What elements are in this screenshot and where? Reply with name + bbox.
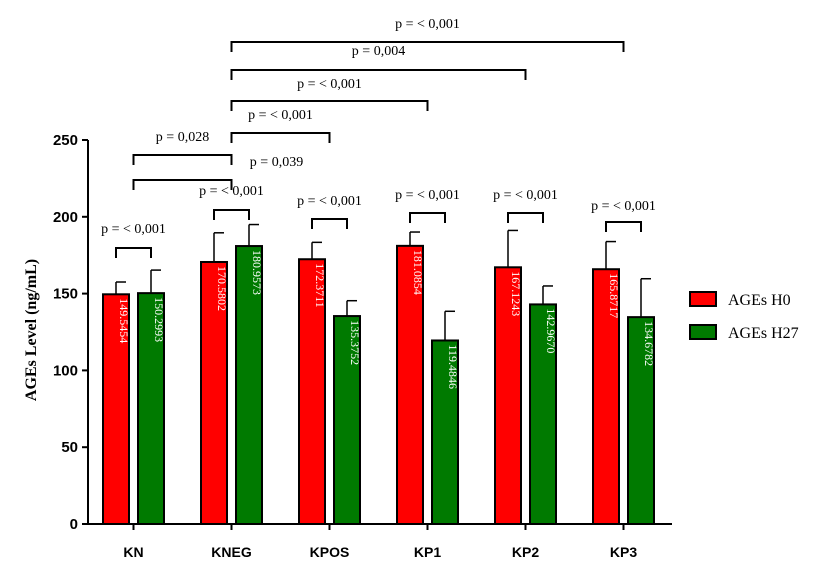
p-value-label: p = 0,004 [352, 44, 405, 59]
bar-group-kp2: 167.1243 142.9670 [494, 229, 558, 525]
bar-group-kp1: 181.0854 119.4846 [396, 231, 460, 526]
bracket-line [507, 212, 544, 223]
bar [235, 245, 263, 525]
legend: AGEs H0 AGEs H27 [689, 291, 799, 342]
bar [396, 244, 424, 526]
bar [333, 315, 361, 525]
bracket-line [230, 132, 331, 143]
x-tick-label: KP1 [414, 544, 441, 560]
bar-group-kn: 149.5454 150.2993 [102, 269, 166, 526]
legend-item: AGEs H0 [689, 291, 791, 309]
bars: 149.5454 150.2993 170.5802 180.9573 172.3711… [102, 223, 656, 526]
bar [200, 260, 228, 525]
y-tick-label: 250 [53, 132, 78, 149]
significance-bracket: p = < 0,001 [230, 17, 625, 52]
p-value-label: p = < 0,001 [101, 222, 166, 237]
y-tick-label: 150 [53, 286, 78, 303]
x-tick-label: KP2 [512, 544, 539, 560]
legend-swatch [689, 324, 717, 340]
data-label: 167.1243 [509, 271, 523, 316]
x-tick-label: KN [123, 544, 143, 560]
y-tick-label: 50 [61, 439, 78, 456]
bracket-line [230, 41, 625, 52]
bar [137, 292, 165, 526]
bracket-line [409, 212, 446, 223]
x-tick-label: KP3 [610, 544, 637, 560]
significance-bracket: p = < 0,001 [230, 77, 429, 111]
bracket-line [605, 221, 642, 232]
bar-group-kneg: 170.5802 180.9573 [200, 223, 264, 525]
data-label: 149.5454 [117, 298, 131, 343]
x-tick-label: KPOS [310, 544, 350, 560]
y-tick-label: 200 [53, 209, 78, 226]
significance-bracket: p = < 0,001 [101, 222, 166, 258]
bar-group-kp3: 165.8717 134.6782 [592, 240, 656, 525]
data-label: 170.5802 [215, 266, 229, 311]
bar [431, 339, 459, 525]
significance-bracket: p = < 0,001 [493, 188, 558, 223]
y-axis-label: AGEs Level (ng/mL) [23, 259, 40, 401]
bar [592, 268, 620, 525]
x-tick-label: KNEG [211, 544, 252, 560]
p-value-label: p = < 0,001 [395, 17, 460, 32]
p-value-label: p = < 0,001 [199, 184, 264, 199]
data-label: 150.2993 [152, 297, 166, 342]
y-tick-label: 100 [53, 362, 78, 379]
bracket-line [213, 209, 250, 220]
data-label: 134.6782 [642, 321, 656, 366]
legend-label: AGEs H0 [728, 292, 791, 309]
bar [102, 293, 130, 526]
axes: 0 50 100 150 200 250 KN KNEG KPOS KP1 KP2 KP3 [53, 132, 672, 560]
bracket-line [132, 179, 233, 190]
significance-bracket: p = < 0,001 [297, 194, 362, 229]
significance-bracket: p = < 0,001 [591, 199, 656, 232]
significance-bracket: p = < 0,001 [230, 108, 331, 143]
data-label: 119.4846 [446, 344, 460, 389]
legend-swatch [689, 291, 717, 307]
data-label: 165.8717 [607, 273, 621, 318]
p-value-label: p = < 0,001 [591, 199, 656, 214]
p-value-label: p = 0,028 [156, 130, 209, 145]
bar [529, 303, 557, 525]
data-label: 180.9573 [250, 250, 264, 295]
p-value-label: p = < 0,001 [297, 77, 362, 92]
p-value-label: p = < 0,001 [493, 188, 558, 203]
bar [298, 258, 326, 525]
data-label: 135.3752 [348, 320, 362, 365]
bar [627, 316, 655, 525]
p-value-label: p = < 0,001 [395, 188, 460, 203]
bracket-line [132, 154, 233, 165]
data-label: 172.3711 [313, 263, 327, 308]
bar [494, 266, 522, 525]
significance-bracket: p = 0,039 [132, 155, 303, 190]
bracket-line [311, 218, 348, 229]
legend-item: AGEs H27 [689, 324, 799, 342]
data-label: 181.0854 [411, 250, 425, 295]
bar-group-kpos: 172.3711 135.3752 [298, 241, 362, 525]
data-label: 142.9670 [544, 308, 558, 353]
bracket-line [115, 247, 152, 258]
significance-bracket: p = < 0,001 [395, 188, 460, 223]
significance-bracket: p = 0,028 [132, 130, 233, 165]
bracket-line [230, 69, 527, 80]
p-value-label: p = < 0,001 [297, 194, 362, 209]
p-value-label: p = < 0,001 [248, 108, 313, 123]
significance-brackets: p = < 0,001 p = < 0,001 p = < 0,001 p = < 0… [101, 17, 656, 258]
p-value-label: p = 0,039 [250, 155, 303, 170]
significance-bracket: p = < 0,001 [199, 184, 264, 220]
y-tick-label: 0 [70, 516, 78, 533]
legend-label: AGEs H27 [728, 325, 799, 342]
significance-bracket: p = 0,004 [230, 44, 527, 80]
bracket-line [230, 100, 429, 111]
